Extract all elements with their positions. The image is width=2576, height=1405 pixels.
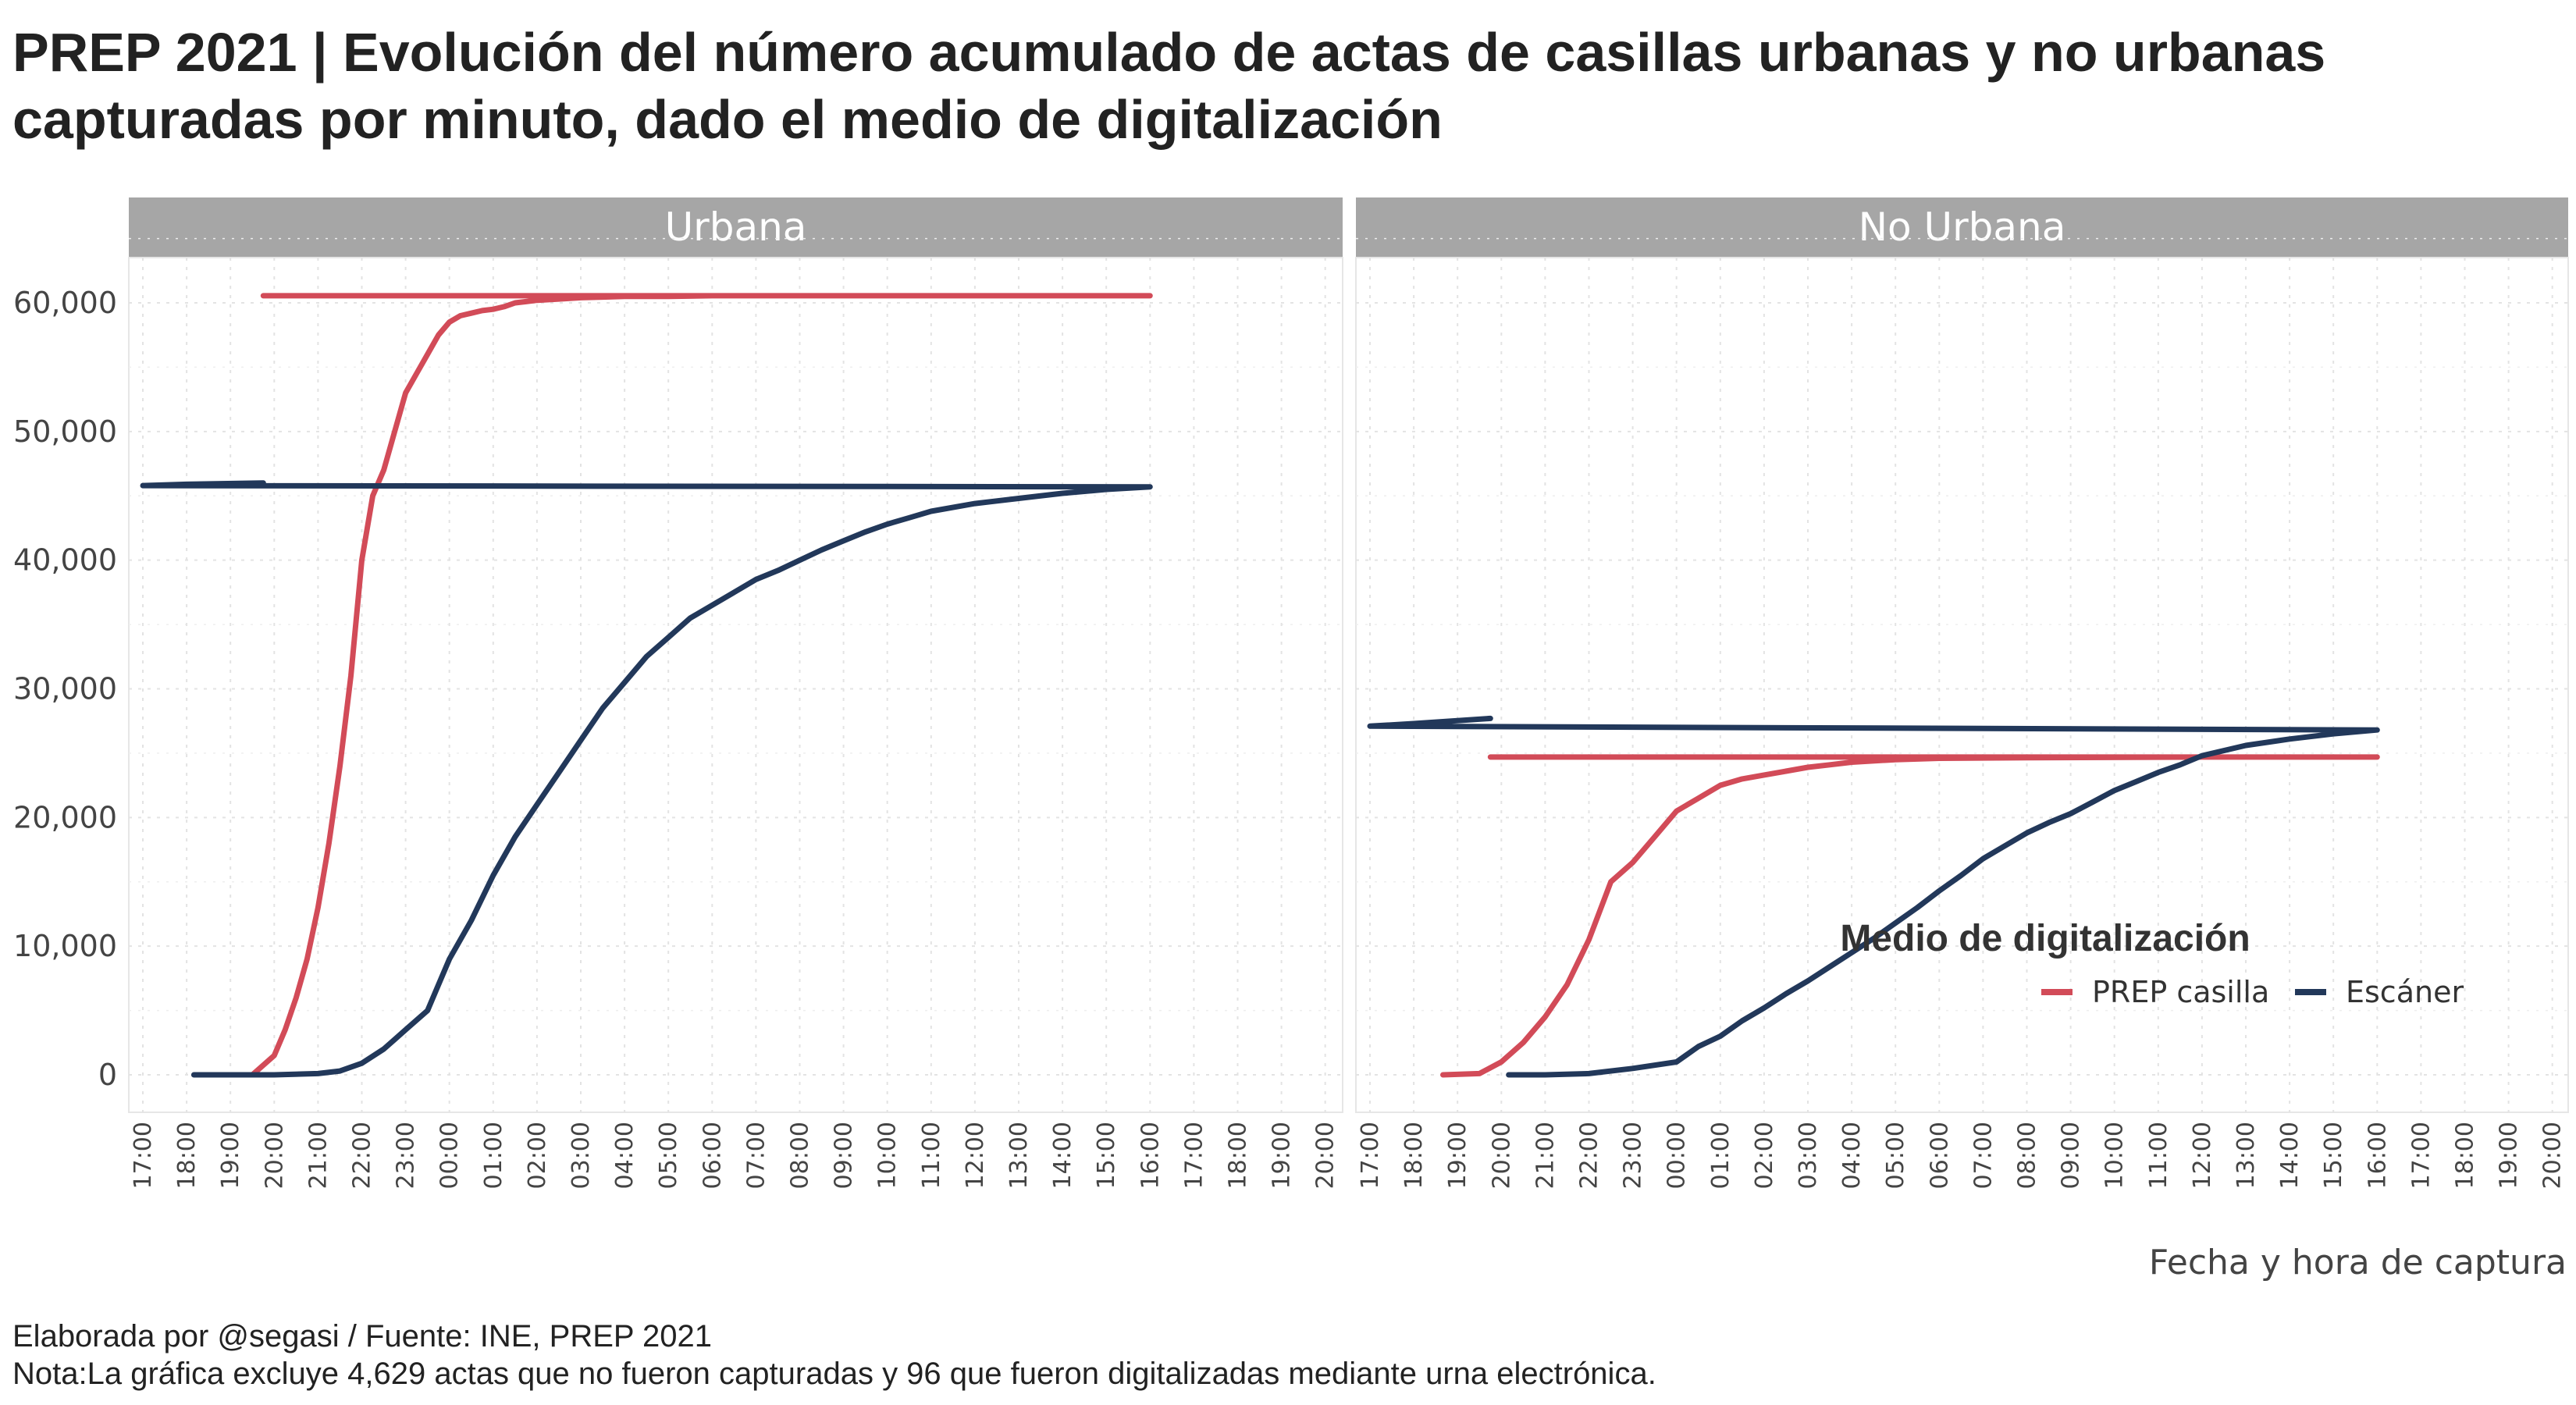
x-tick-label: 11:00	[2145, 1122, 2172, 1189]
y-tick-label: 30,000	[13, 672, 117, 706]
x-tick-label: 03:00	[568, 1122, 595, 1189]
x-tick-label: 20:00	[261, 1122, 288, 1189]
facet-strip	[129, 197, 1343, 258]
x-tick-label: 05:00	[1882, 1122, 1909, 1189]
x-tick-label: 05:00	[655, 1122, 682, 1189]
x-tick-label: 17:00	[1180, 1122, 1208, 1189]
x-tick-label: 09:00	[831, 1122, 858, 1189]
x-tick-label: 02:00	[524, 1122, 551, 1189]
x-tick-label: 18:00	[173, 1122, 201, 1189]
x-tick-label: 15:00	[2320, 1122, 2347, 1189]
legend-title: Medio de digitalización	[1840, 918, 2250, 959]
x-tick-label: 06:00	[699, 1122, 726, 1189]
y-tick-label: 20,000	[13, 800, 117, 834]
series-line-escaner	[1367, 715, 2380, 1078]
x-tick-label: 07:00	[742, 1122, 770, 1189]
x-tick-label: 15:00	[1093, 1122, 1120, 1189]
x-tick-label: 08:00	[2014, 1122, 2041, 1189]
x-tick-label: 11:00	[918, 1122, 945, 1189]
x-tick-label: 22:00	[349, 1122, 376, 1189]
facet-label: No Urbana	[1859, 205, 2066, 250]
x-tick-label: 20:00	[1488, 1122, 1515, 1189]
x-tick-label: 10:00	[874, 1122, 902, 1189]
x-tick-label: 19:00	[217, 1122, 244, 1189]
x-tick-label: 06:00	[1926, 1122, 1953, 1189]
x-tick-label: 01:00	[480, 1122, 507, 1189]
facet-strip	[1356, 197, 2568, 258]
x-tick-label: 12:00	[962, 1122, 989, 1189]
x-tick-label: 00:00	[436, 1122, 464, 1189]
y-tick-label: 50,000	[13, 414, 117, 449]
y-tick-label: 0	[98, 1058, 117, 1092]
y-tick-label: 40,000	[13, 543, 117, 578]
series-line-prep-casilla	[249, 293, 1153, 1078]
series-line-prep-casilla	[1440, 754, 2380, 1078]
chart-title: PREP 2021 | Evolución del número acumula…	[12, 22, 2326, 150]
x-tick-label: 19:00	[2496, 1122, 2523, 1189]
legend-label-escaner: Escáner	[2346, 975, 2464, 1009]
x-tick-label: 23:00	[1620, 1122, 1647, 1189]
x-tick-label: 14:00	[2276, 1122, 2304, 1189]
x-tick-label: 10:00	[2101, 1122, 2129, 1189]
x-tick-label: 09:00	[2058, 1122, 2085, 1189]
x-tick-label: 20:00	[1312, 1122, 1340, 1189]
panel-border	[128, 257, 1343, 1113]
x-tick-label: 13:00	[1005, 1122, 1033, 1189]
panel-border	[1355, 257, 2569, 1113]
x-axis-label: Fecha y hora de captura	[2149, 1243, 2567, 1282]
series-line-escaner	[140, 480, 1153, 1078]
x-tick-label: 18:00	[1225, 1122, 1252, 1189]
x-tick-label: 22:00	[1576, 1122, 1603, 1189]
x-tick-label: 01:00	[1707, 1122, 1735, 1189]
caption-source: Elaborada por @segasi / Fuente: INE, PRE…	[12, 1319, 712, 1353]
x-tick-label: 12:00	[2189, 1122, 2216, 1189]
x-tick-label: 17:00	[1357, 1122, 1384, 1189]
x-tick-label: 19:00	[1268, 1122, 1296, 1189]
x-tick-label: 19:00	[1444, 1122, 1471, 1189]
x-tick-label: 23:00	[393, 1122, 420, 1189]
x-tick-label: 17:00	[2407, 1122, 2435, 1189]
x-tick-label: 02:00	[1751, 1122, 1778, 1189]
x-tick-label: 00:00	[1663, 1122, 1691, 1189]
x-tick-label: 18:00	[2452, 1122, 2479, 1189]
x-tick-label: 13:00	[2233, 1122, 2260, 1189]
y-tick-label: 10,000	[13, 929, 117, 963]
x-tick-label: 16:00	[1137, 1122, 1164, 1189]
facet-label: Urbana	[665, 205, 807, 250]
x-tick-label: 17:00	[130, 1122, 157, 1189]
y-tick-label: 60,000	[13, 286, 117, 320]
x-tick-label: 08:00	[787, 1122, 814, 1189]
x-tick-label: 07:00	[1969, 1122, 1997, 1189]
x-tick-label: 16:00	[2364, 1122, 2391, 1189]
x-tick-label: 03:00	[1795, 1122, 1822, 1189]
caption-note: Nota:La gráfica excluye 4,629 actas que …	[12, 1357, 1656, 1391]
x-tick-label: 14:00	[1049, 1122, 1076, 1189]
x-tick-label: 20:00	[2539, 1122, 2567, 1189]
x-tick-label: 21:00	[1532, 1122, 1559, 1189]
legend-label-prep-casilla: PREP casilla	[2092, 975, 2269, 1009]
x-tick-label: 18:00	[1400, 1122, 1428, 1189]
x-tick-label: 04:00	[611, 1122, 639, 1189]
x-tick-label: 04:00	[1838, 1122, 1866, 1189]
x-tick-label: 21:00	[304, 1122, 332, 1189]
